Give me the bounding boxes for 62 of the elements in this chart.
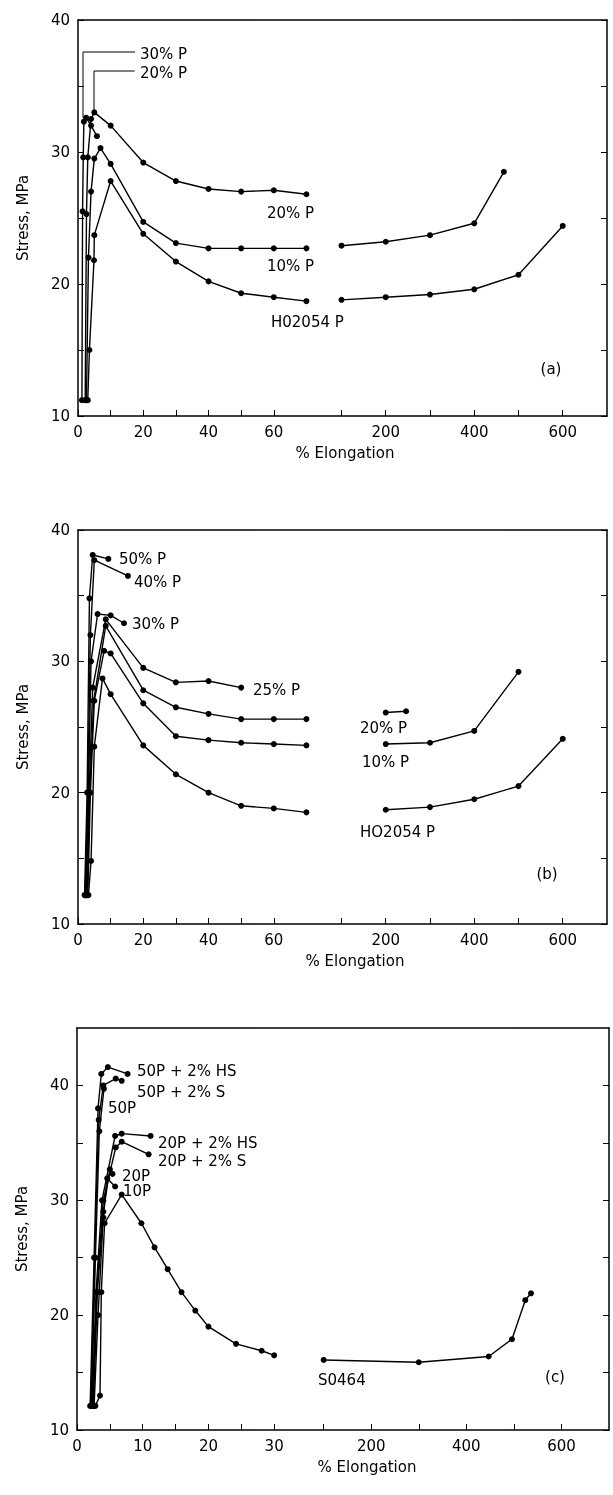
y-tick-label: 40 — [49, 1076, 69, 1095]
x-tick-label: 600 — [548, 930, 578, 949]
x-tick-label: 200 — [356, 1436, 386, 1455]
annotation: (b) — [536, 865, 558, 883]
annotation: 50% P — [119, 550, 167, 568]
x-tick-label: 40 — [198, 422, 219, 441]
annotation: 50P + 2% S — [137, 1083, 226, 1101]
y-tick-label: 20 — [50, 783, 70, 802]
x-axis-title: % Elongation — [317, 1458, 417, 1476]
y-axis-title: Stress, MPa — [13, 174, 32, 262]
annotation: 20% P — [360, 719, 408, 737]
annotation: 10% P — [267, 257, 315, 275]
x-tick-label: 400 — [459, 422, 489, 441]
annotation: 50P + 2% HS — [137, 1062, 237, 1080]
x-tick-label: 0 — [72, 1436, 82, 1455]
annotation: S0464 — [318, 1371, 366, 1389]
x-tick-label: 60 — [264, 422, 284, 441]
y-tick-label: 40 — [50, 11, 70, 29]
y-tick-label: 40 — [50, 521, 70, 539]
y-tick-label: 30 — [49, 1191, 69, 1210]
x-tick-label: 0 — [73, 930, 83, 949]
annotation: 20P + 2% S — [158, 1152, 247, 1170]
annotation: 30% P — [140, 45, 188, 63]
x-tick-label: 40 — [198, 930, 219, 949]
x-tick-label: 20 — [133, 422, 153, 441]
x-tick-label: 400 — [459, 930, 489, 949]
annotation: H02054 P — [271, 313, 344, 331]
annotation: 30% P — [132, 615, 180, 633]
annotation: 50P — [108, 1099, 137, 1117]
annotation: 20P + 2% HS — [158, 1134, 258, 1152]
y-tick-label: 30 — [50, 652, 70, 671]
y-tick-label: 10 — [50, 915, 70, 933]
x-axis-title: % Elongation — [305, 952, 405, 970]
x-tick-label: 60 — [264, 930, 284, 949]
y-tick-label: 30 — [50, 143, 70, 161]
y-axis-title: Stress, MPa — [13, 683, 32, 771]
x-tick-label: 200 — [371, 422, 401, 441]
y-tick-label: 10 — [50, 407, 70, 425]
annotation: (a) — [540, 360, 562, 378]
x-tick-label: 30 — [264, 1436, 284, 1455]
annotation: 40% P — [134, 573, 182, 591]
x-tick-label: 20 — [133, 930, 153, 949]
annotation: HO2054 P — [360, 823, 436, 841]
annotation: 10% P — [362, 753, 410, 771]
x-tick-label: 600 — [547, 1436, 576, 1455]
y-tick-label: 20 — [49, 1306, 69, 1325]
annotation: 10P — [123, 1182, 152, 1200]
y-tick-label: 20 — [50, 275, 70, 293]
x-axis-title: % Elongation — [295, 444, 395, 462]
x-tick-label: 0 — [73, 422, 83, 441]
x-tick-label: 600 — [548, 422, 578, 441]
annotation: 20% P — [140, 64, 188, 82]
y-tick-label: 10 — [49, 1421, 69, 1439]
y-axis-title: Stress, MPa — [12, 1185, 31, 1273]
x-tick-label: 200 — [371, 930, 401, 949]
x-tick-label: 10 — [133, 1436, 153, 1455]
x-tick-label: 20 — [198, 1436, 218, 1455]
annotation: 25% P — [253, 681, 301, 699]
annotation: 20P — [122, 1167, 151, 1185]
annotation: 20% P — [267, 204, 315, 222]
annotation: (c) — [545, 1368, 565, 1386]
x-tick-label: 400 — [452, 1436, 481, 1455]
